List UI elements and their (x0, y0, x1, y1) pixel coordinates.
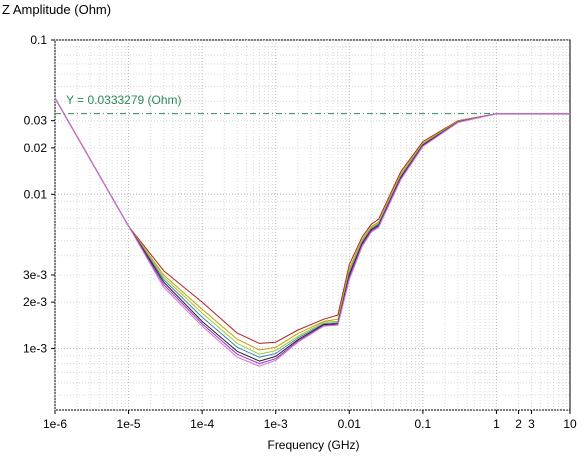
x-tick-label: 1e-3 (264, 417, 288, 431)
x-axis-ticks: 1e-6 1e-5 1e-4 1e-3 0.01 0.1 1 2 3 10 (43, 410, 577, 431)
grid (54, 39, 570, 411)
series-group (54, 97, 570, 367)
x-tick-label: 0.1 (415, 417, 432, 431)
x-tick-label: 10 (563, 417, 577, 431)
y-tick-label: 0.03 (24, 114, 48, 128)
x-tick-label: 1e-6 (43, 417, 67, 431)
reference-line-label: Y = 0.0333279 (Ohm) (66, 93, 182, 107)
y-tick-label: 1e-3 (23, 342, 47, 356)
y-axis-ticks: 0.1 0.03 0.02 0.01 3e-3 2e-3 1e-3 (23, 33, 55, 356)
x-axis-title: Frequency (GHz) (267, 438, 360, 452)
x-tick-label: 1e-4 (190, 417, 214, 431)
series-line-1 (54, 97, 570, 344)
y-tick-label: 2e-3 (23, 295, 47, 309)
x-tick-label: 1e-5 (117, 417, 141, 431)
series-line-7 (54, 97, 570, 367)
x-tick-label: 3 (528, 417, 535, 431)
y-tick-label: 0.02 (24, 141, 48, 155)
x-tick-label: 2 (515, 417, 522, 431)
y-tick-label: 0.01 (24, 187, 48, 201)
y-tick-label: 0.1 (30, 33, 47, 47)
y-axis-title: Z Amplitude (Ohm) (2, 2, 112, 17)
x-tick-label: 1 (493, 417, 500, 431)
x-tick-label: 0.01 (338, 417, 362, 431)
y-tick-label: 3e-3 (23, 268, 47, 282)
